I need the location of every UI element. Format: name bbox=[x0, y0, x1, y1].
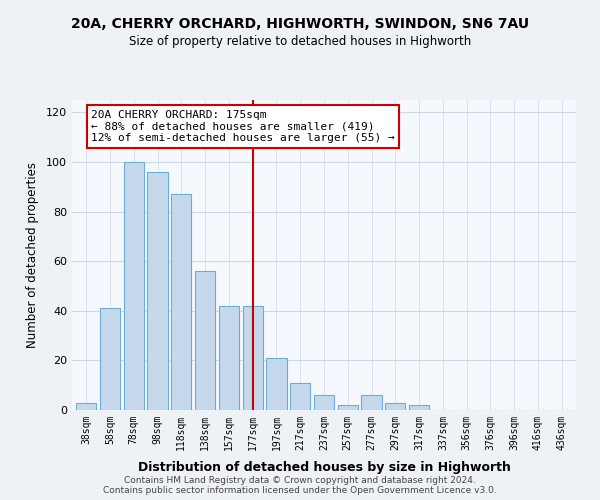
Text: 20A CHERRY ORCHARD: 175sqm
← 88% of detached houses are smaller (419)
12% of sem: 20A CHERRY ORCHARD: 175sqm ← 88% of deta… bbox=[91, 110, 395, 143]
Bar bbox=[266, 358, 287, 410]
Bar bbox=[314, 395, 334, 410]
Bar bbox=[171, 194, 191, 410]
Text: Contains public sector information licensed under the Open Government Licence v3: Contains public sector information licen… bbox=[103, 486, 497, 495]
Bar bbox=[361, 395, 382, 410]
Y-axis label: Number of detached properties: Number of detached properties bbox=[26, 162, 39, 348]
Bar bbox=[409, 405, 429, 410]
X-axis label: Distribution of detached houses by size in Highworth: Distribution of detached houses by size … bbox=[137, 461, 511, 474]
Bar bbox=[219, 306, 239, 410]
Bar bbox=[242, 306, 263, 410]
Text: Size of property relative to detached houses in Highworth: Size of property relative to detached ho… bbox=[129, 35, 471, 48]
Bar bbox=[290, 382, 310, 410]
Text: 20A, CHERRY ORCHARD, HIGHWORTH, SWINDON, SN6 7AU: 20A, CHERRY ORCHARD, HIGHWORTH, SWINDON,… bbox=[71, 18, 529, 32]
Bar bbox=[100, 308, 120, 410]
Bar bbox=[195, 271, 215, 410]
Bar bbox=[76, 402, 97, 410]
Bar bbox=[148, 172, 167, 410]
Text: Contains HM Land Registry data © Crown copyright and database right 2024.: Contains HM Land Registry data © Crown c… bbox=[124, 476, 476, 485]
Bar bbox=[124, 162, 144, 410]
Bar bbox=[338, 405, 358, 410]
Bar bbox=[385, 402, 406, 410]
